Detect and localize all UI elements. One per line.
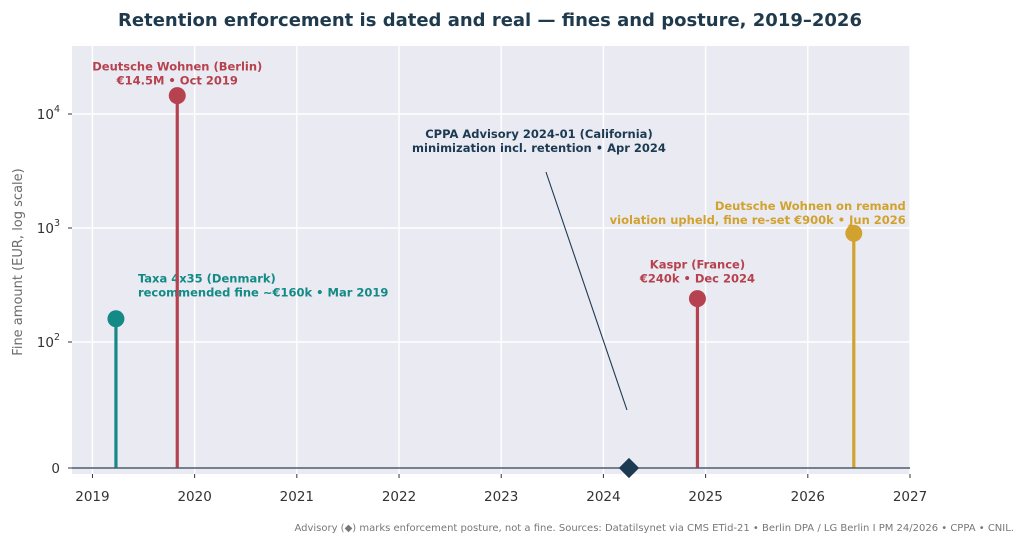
chart-title: Retention enforcement is dated and real … [118, 10, 862, 31]
marker [688, 290, 706, 308]
x-tick-label: 2024 [586, 489, 620, 505]
footnote: Advisory (◆) marks enforcement posture, … [294, 523, 1014, 534]
event-kaspr-france: Kaspr (France) €240k • Dec 2024 [639, 258, 755, 468]
x-tick-label: 2020 [177, 489, 211, 505]
marker [845, 224, 863, 242]
event-deutsche-wohnen-berlin: Deutsche Wohnen (Berlin) €14.5M • Oct 201… [92, 60, 262, 468]
x-tick-label: 2027 [893, 489, 927, 505]
event-label: Taxa 4x35 (Denmark) recommended fine ~€16… [138, 272, 388, 300]
y-tick-label: 103 [37, 218, 60, 237]
y-tick-label: 104 [37, 104, 60, 123]
leader-line [545, 171, 628, 411]
event-label: Deutsche Wohnen on remand violation uphel… [610, 199, 906, 227]
plot-area [72, 46, 910, 474]
event-taxa-4x35-denmark: Taxa 4x35 (Denmark) recommended fine ~€16… [107, 272, 388, 468]
x-tick-label: 2026 [791, 489, 825, 505]
advisory-diamond-top [618, 458, 639, 478]
marker [107, 310, 125, 328]
x-tick-label: 2019 [75, 489, 109, 505]
events: Taxa 4x35 (Denmark) recommended fine ~€16… [72, 60, 910, 478]
x-tick-label: 2025 [688, 489, 722, 505]
event-cppa-advisory-2024-01-california: CPPA Advisory 2024-01 (California) minimi… [412, 127, 666, 478]
marker [168, 87, 186, 105]
event-deutsche-wohnen-on-remand: Deutsche Wohnen on remand violation uphel… [610, 199, 906, 468]
y-tick-label: 102 [37, 332, 60, 351]
x-axis: 2019 2020 2021 2022 2023 2024 2025 2026 2027 [75, 474, 927, 505]
x-tick-label: 2023 [484, 489, 518, 505]
event-label: Deutsche Wohnen (Berlin) €14.5M • Oct 201… [92, 60, 262, 88]
event-label: Kaspr (France) €240k • Dec 2024 [639, 258, 755, 286]
y-tick-label: 0 [51, 461, 60, 477]
y-axis: 104 103 102 0 [37, 104, 72, 477]
y-axis-label: Fine amount (EUR, log scale) [11, 168, 26, 355]
event-label: CPPA Advisory 2024-01 (California) minimi… [412, 127, 666, 155]
x-tick-label: 2021 [280, 489, 314, 505]
x-tick-label: 2022 [382, 489, 416, 505]
